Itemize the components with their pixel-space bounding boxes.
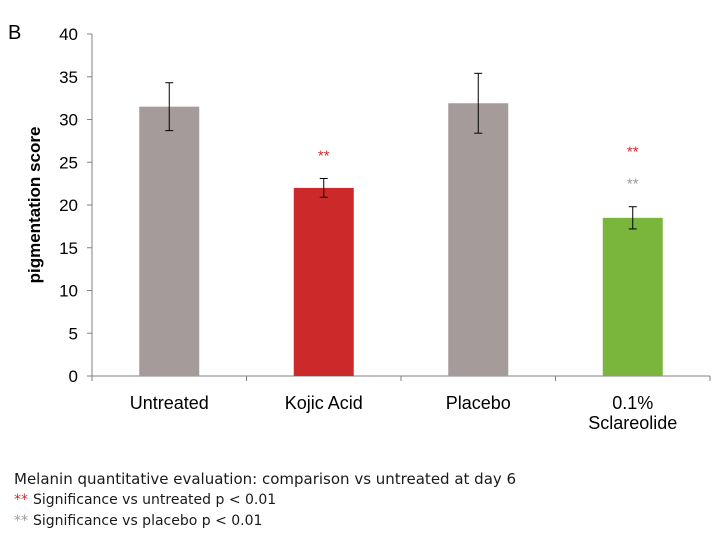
y-tick-label: 30	[59, 111, 78, 130]
x-tick-label: Sclareolide	[588, 413, 677, 433]
panel-label: B	[8, 22, 22, 44]
bar-chart: 0 5 10 15 20 25 30 35 40 pigmentation score Untrea…	[25, 25, 711, 433]
significance-mark: **	[318, 147, 330, 164]
y-tick-label: 20	[59, 196, 78, 215]
significance-mark: **	[627, 144, 639, 161]
grey-asterisks: **	[14, 513, 28, 529]
significance-mark: **	[627, 176, 639, 193]
chart-notes: Melanin quantitative evaluation: compari…	[14, 468, 516, 532]
chart-caption: Melanin quantitative evaluation: compari…	[14, 470, 517, 488]
x-tick-label: Untreated	[130, 393, 209, 413]
y-tick-label: 0	[69, 367, 78, 386]
bar	[602, 217, 663, 376]
x-tick-label: 0.1%	[612, 393, 653, 413]
y-tick-label: 5	[69, 324, 78, 343]
bar	[448, 103, 509, 376]
legend-placebo-significance: ** Significance vs placebo p < 0.01	[14, 511, 516, 532]
legend-untreated-significance: ** Significance vs untreated p < 0.01	[14, 490, 516, 511]
x-tick-label: Placebo	[446, 393, 511, 413]
y-axis-label: pigmentation score	[25, 127, 44, 284]
bar	[139, 106, 200, 377]
y-tick-label: 35	[59, 68, 78, 87]
red-asterisks: **	[14, 492, 28, 508]
x-tick-label: Kojic Acid	[285, 393, 363, 413]
y-tick-label: 25	[59, 153, 78, 172]
y-tick-label: 15	[59, 239, 78, 258]
y-tick-label: 10	[59, 282, 78, 301]
y-tick-label: 40	[59, 25, 78, 44]
legend-untreated-text: Significance vs untreated p < 0.01	[33, 492, 277, 508]
bar	[293, 187, 354, 376]
legend-placebo-text: Significance vs placebo p < 0.01	[33, 513, 263, 529]
